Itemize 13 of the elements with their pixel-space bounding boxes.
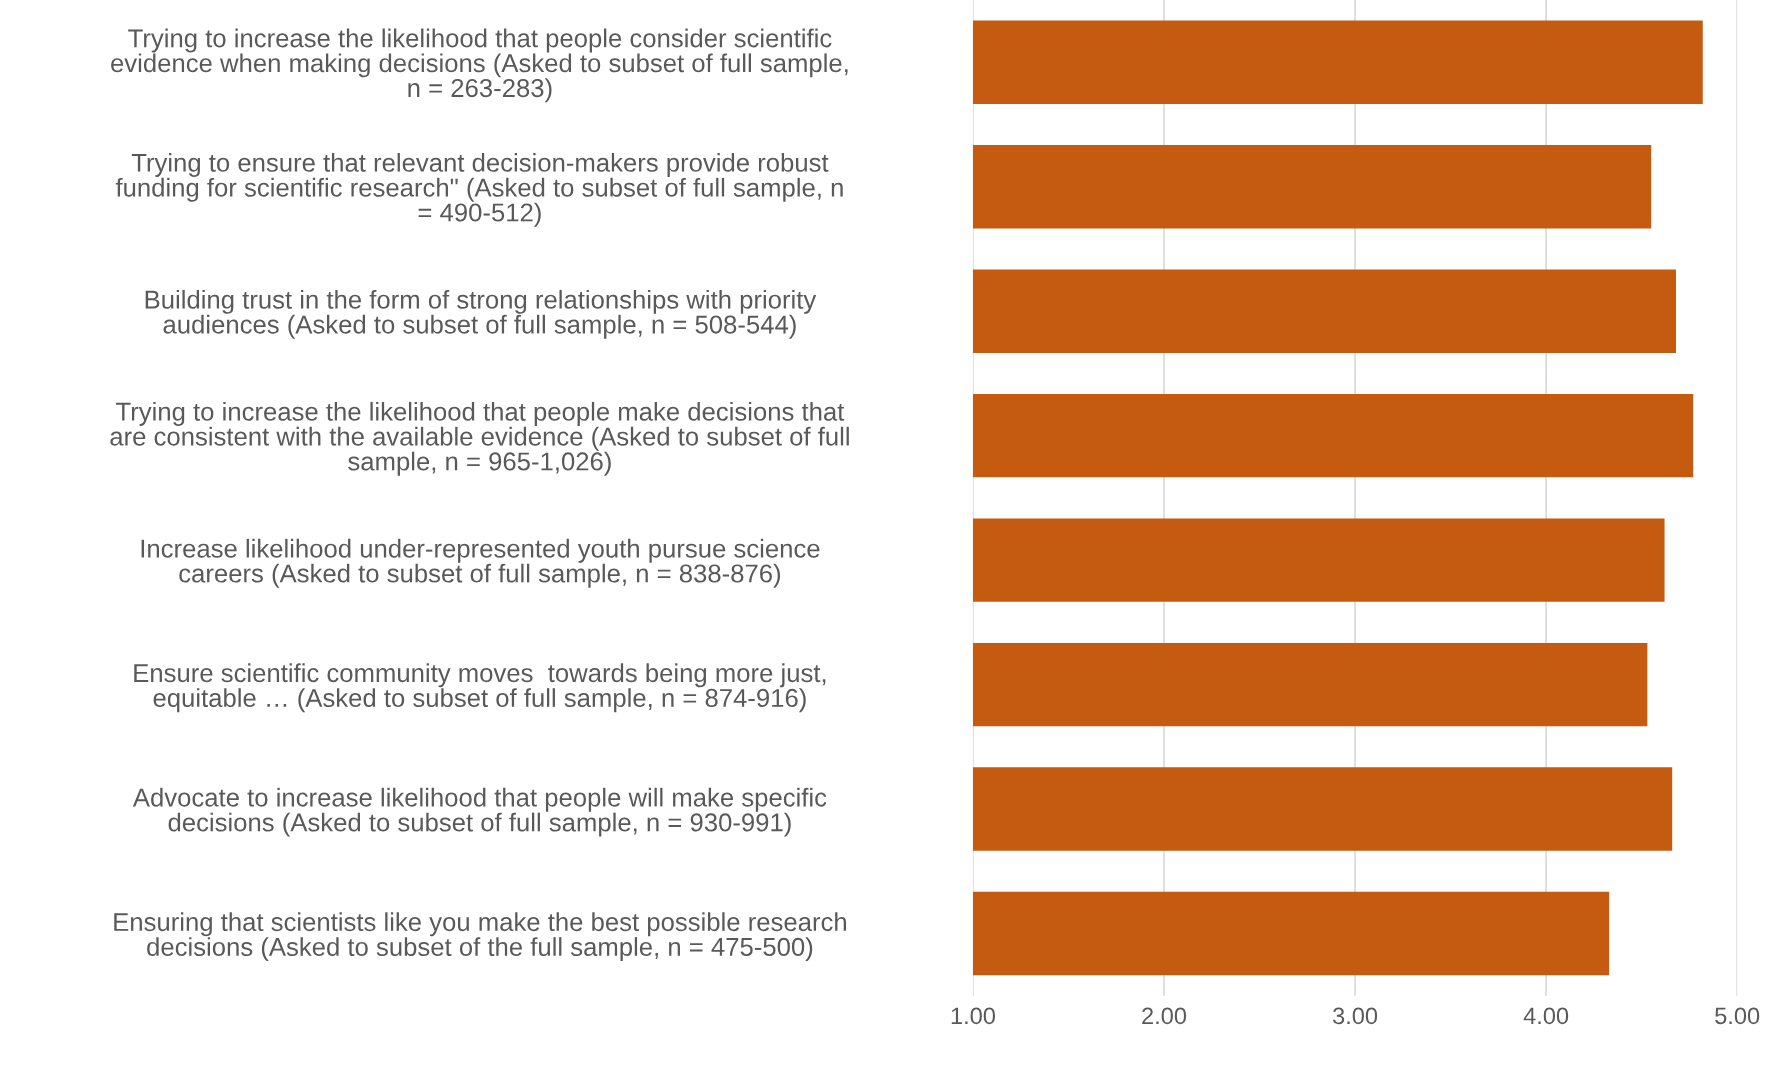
x-tick-label: 1.00: [951, 1007, 996, 1025]
y-tick-label: Building trust in the form of strong relationships with priority audiences (Asked to subset of full sample, n = 508-544): [145, 289, 817, 339]
y-tick-label: Increase likelihood under-represented youth pursue science careers (Asked to subset of full sample, n = 838-876): [141, 538, 820, 588]
x-tick-label: 5.00: [1715, 1007, 1760, 1025]
x-tick-label: 4.00: [1523, 1007, 1569, 1025]
y-tick-label: Trying to increase the likelihood that people consider scientific evidence when making decisions (Asked to subset of full sample, n = 263-283): [111, 28, 848, 103]
y-tick-label: Ensure scientific community moves towards being more just, equitable … (Asked to subset of full sample, n = 874-916): [134, 663, 826, 713]
y-tick-label: Ensuring that scientists like you make the best possible research decisions (Asked to subset of the full sample, n = 475-500): [114, 912, 847, 962]
x-tick-label: 2.00: [1142, 1007, 1187, 1025]
y-tick-label: Trying to ensure that relevant decision-makers provide robust funding for scientific research" (Asked to subset of full sample, n = 490-512): [115, 152, 843, 227]
y-tick-label: Advocate to increase likelihood that people will make specific decisions (Asked to subset of full sample, n = 930-991): [132, 787, 827, 837]
y-tick-label: Trying to increase the likelihood that people make decisions that are consistent with the available evidence (Asked to subset of full sample, n = 965-1,026): [110, 401, 849, 476]
x-tick-label: 3.00: [1332, 1007, 1378, 1025]
